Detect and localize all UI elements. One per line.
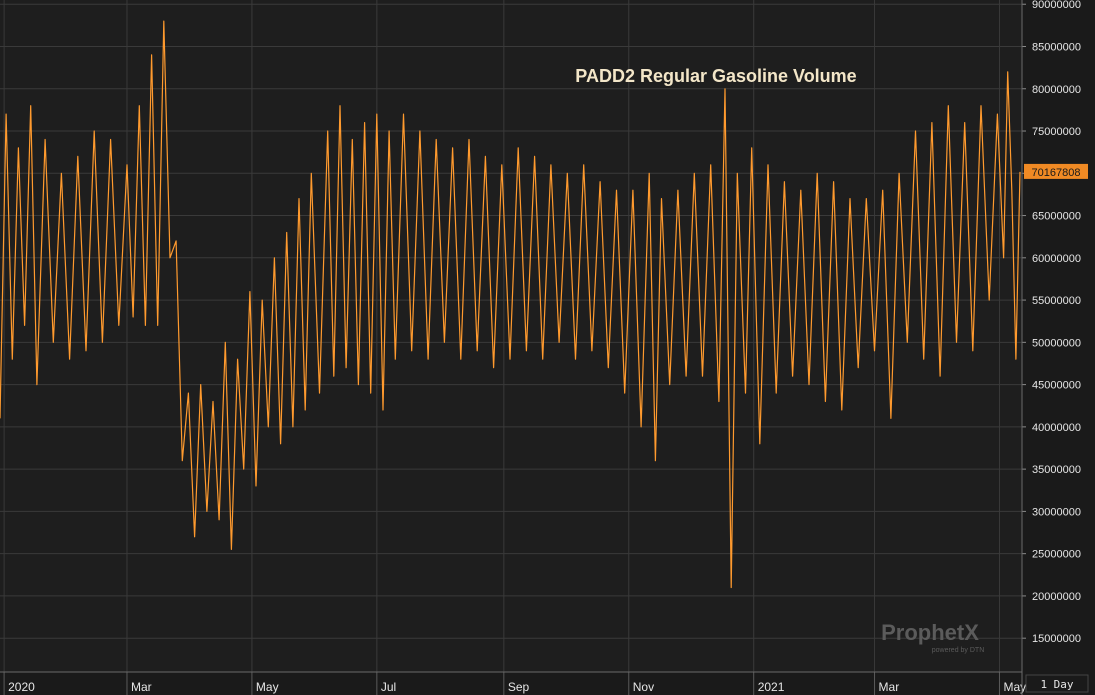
prophetx-logo: ProphetX powered by DTN (881, 620, 984, 654)
y-tick-label: 65000000 (1032, 211, 1081, 223)
y-tick-label: 60000000 (1032, 253, 1081, 265)
logo-tagline: powered by DTN (932, 647, 985, 654)
x-tick-label: May (1003, 680, 1026, 694)
x-tick-label: Sep (508, 680, 530, 694)
y-tick-label: 75000000 (1032, 126, 1081, 138)
last-value-box (1024, 163, 1088, 179)
x-tick-label: Nov (633, 680, 654, 694)
period-label: 1 Day (1040, 678, 1073, 691)
x-tick-label: Mar (879, 680, 900, 694)
chart-title: PADD2 Regular Gasoline Volume (575, 66, 856, 86)
x-tick-label: Jul (381, 680, 396, 694)
y-tick-label: 85000000 (1032, 41, 1081, 53)
y-tick-label: 55000000 (1032, 295, 1081, 307)
period-selector[interactable]: 1 Day (1025, 674, 1089, 693)
period-button[interactable] (1025, 674, 1089, 693)
last-value-tag: 70167808 (1024, 163, 1088, 179)
y-tick-label: 50000000 (1032, 337, 1081, 349)
y-tick-label: 20000000 (1032, 591, 1081, 603)
logo-brand: ProphetX (881, 620, 979, 645)
x-axis: 2020 Mar May Jul Sep Nov 2021 Mar May (0, 671, 1026, 695)
y-tick-label: 40000000 (1032, 422, 1081, 434)
x-tick-label: 2021 (758, 680, 785, 694)
series-line (0, 20, 1021, 589)
y-tick-label: 25000000 (1032, 549, 1081, 561)
y-tick-label: 35000000 (1032, 464, 1081, 476)
y-tick-label: 45000000 (1032, 380, 1081, 392)
x-tick-label: 2020 (8, 680, 35, 694)
x-tick-label: May (256, 680, 279, 694)
y-tick-label: 15000000 (1032, 633, 1081, 645)
y-tick-label: 90000000 (1032, 0, 1081, 11)
x-tick-label: Mar (131, 680, 152, 694)
y-tick-label: 80000000 (1032, 84, 1081, 96)
y-axis-panel (1022, 0, 1095, 695)
series-layer (0, 20, 1021, 589)
last-value-label: 70167808 (1032, 167, 1081, 179)
y-tick-label: 30000000 (1032, 506, 1081, 518)
x-axis-panel (0, 672, 1022, 695)
